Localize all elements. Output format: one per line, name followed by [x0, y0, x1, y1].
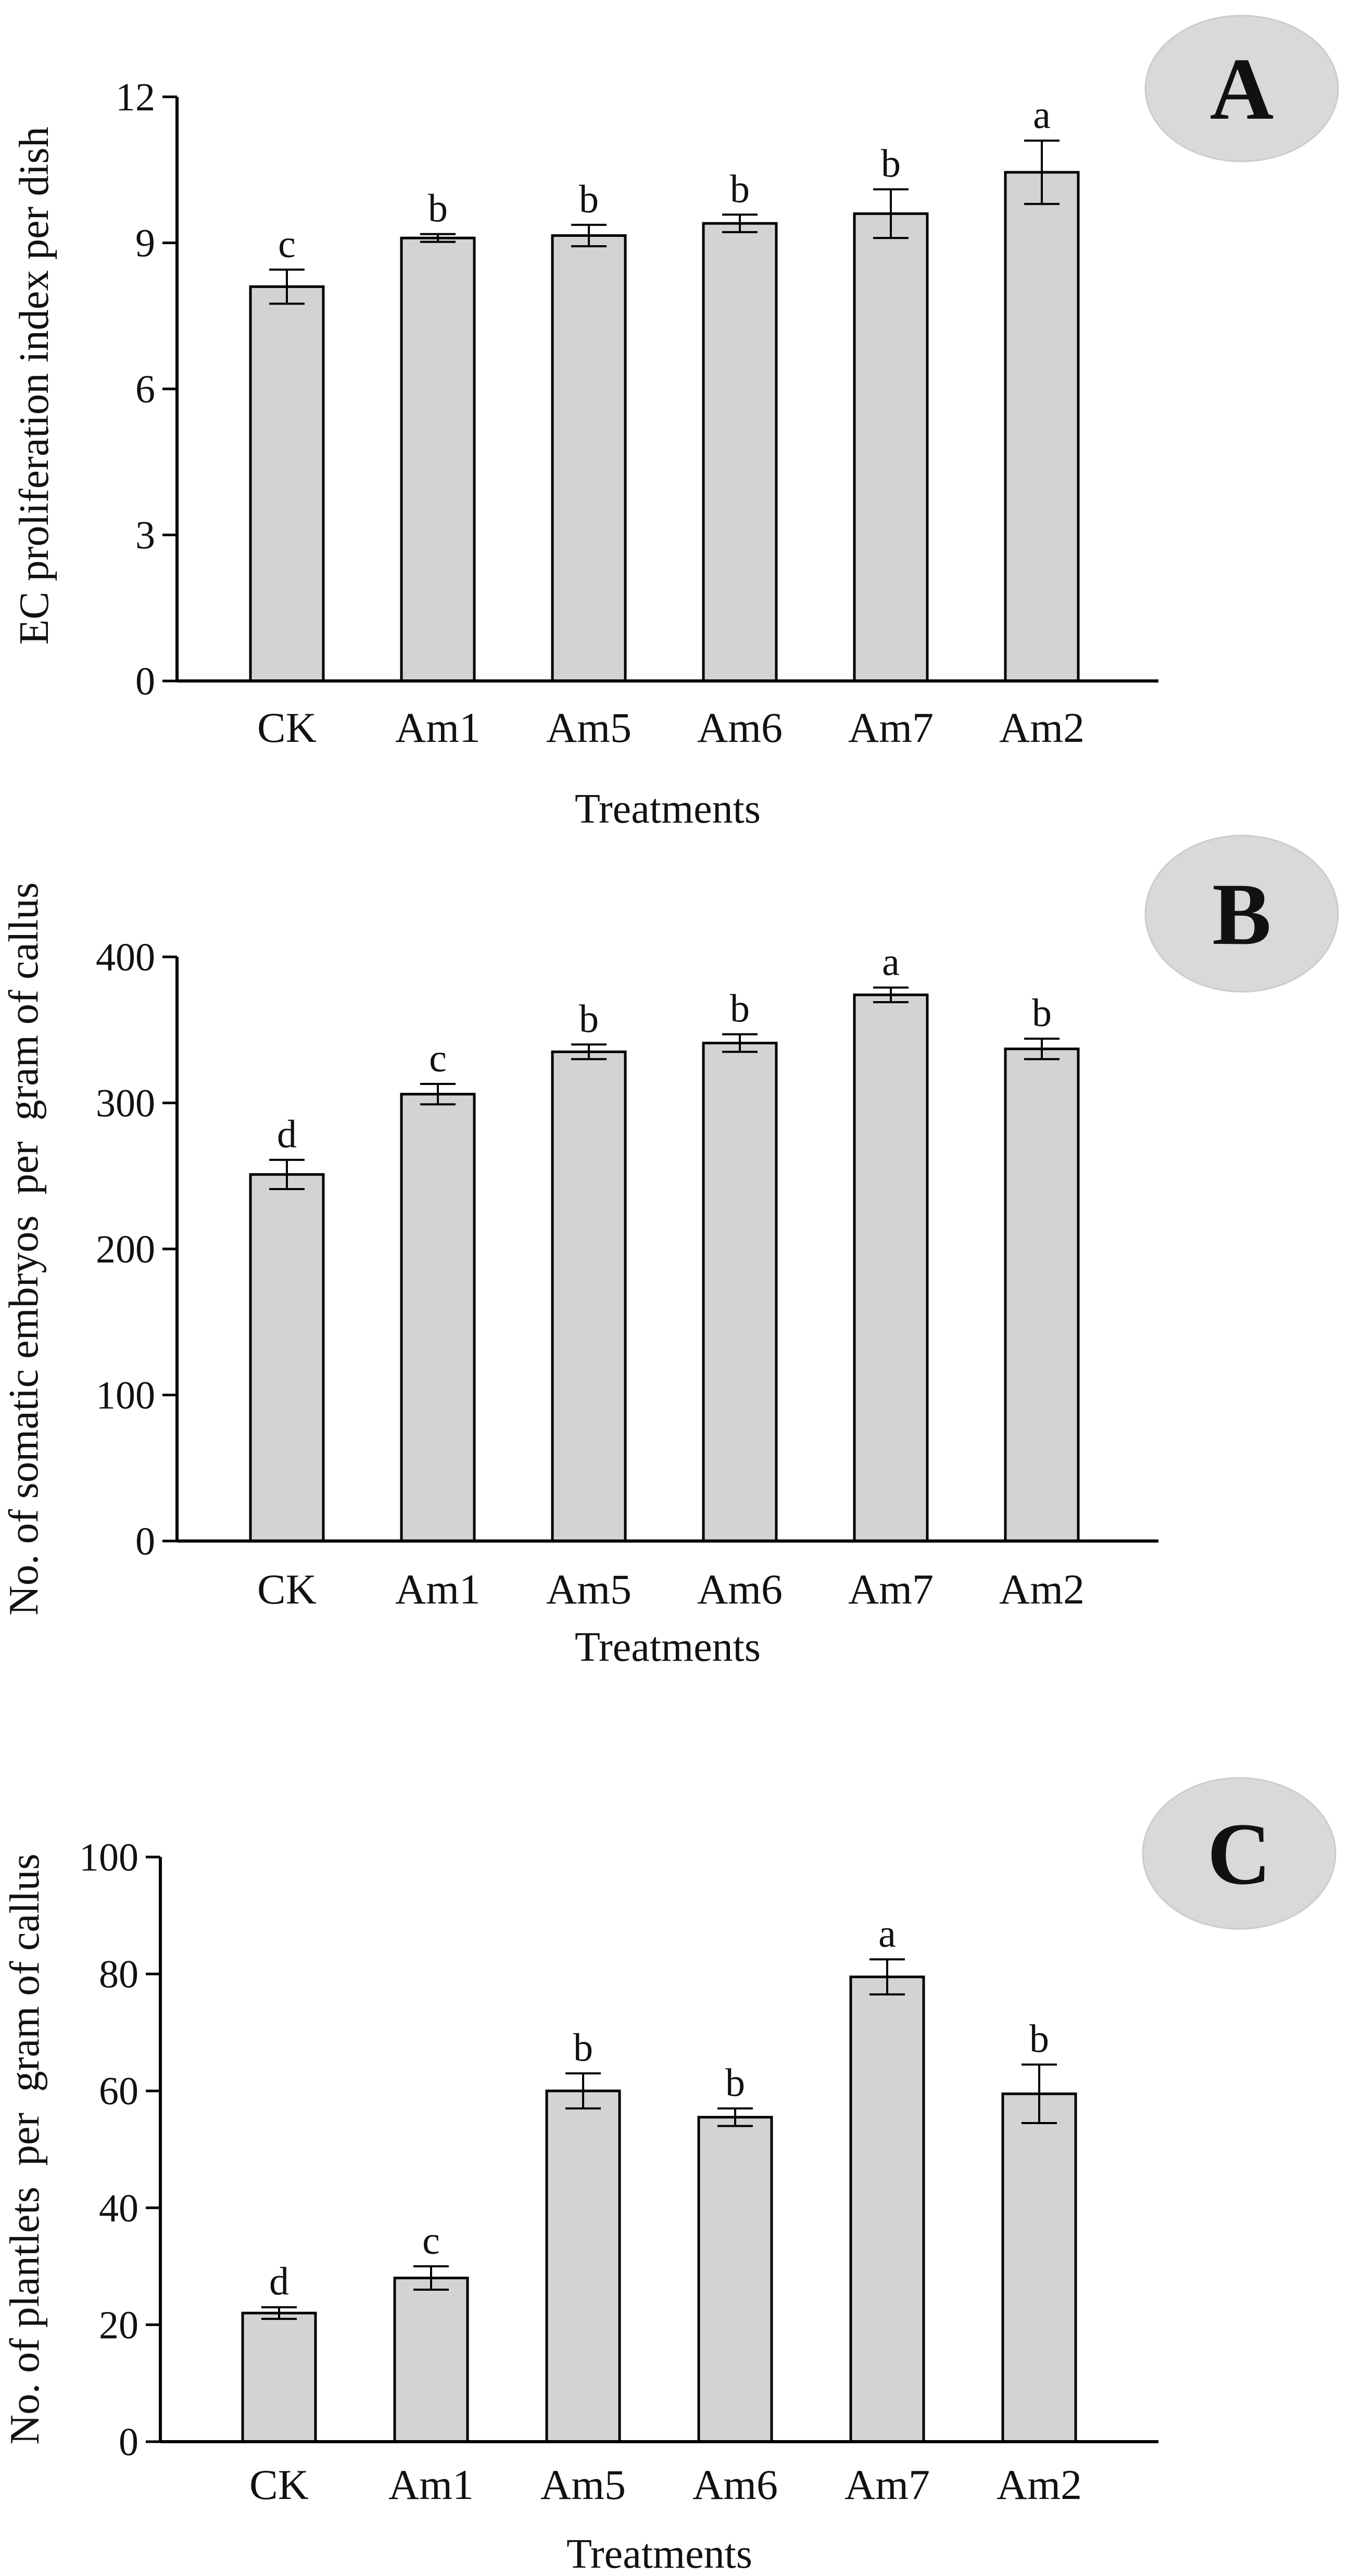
y-tick-label: 60 — [99, 2069, 138, 2113]
x-tick-label: CK — [257, 704, 317, 751]
y-axis-label: EC proliferation index per dish — [11, 127, 57, 645]
x-tick-label: Am6 — [697, 1565, 783, 1613]
bar — [702, 1041, 778, 1543]
x-tick-label: Am6 — [697, 704, 783, 751]
significance-letter: a — [1033, 93, 1051, 137]
bar — [702, 222, 778, 683]
significance-letter: b — [730, 167, 750, 211]
y-tick-label: 100 — [79, 1836, 138, 1879]
y-tick-label: 40 — [99, 2187, 138, 2230]
y-tick-label: 12 — [116, 75, 155, 119]
x-tick-label: Am5 — [546, 1565, 632, 1613]
significance-letter: c — [422, 2219, 440, 2263]
x-tick-label: CK — [249, 2461, 309, 2508]
y-tick-label: 0 — [135, 660, 155, 703]
bar — [853, 993, 929, 1543]
x-tick-label: Am1 — [388, 2461, 474, 2508]
x-tick-label: Am7 — [848, 1565, 934, 1613]
significance-letter: c — [278, 222, 296, 266]
panel-b: Bd CK c Am1 b Am5 b Am6 a Am7 b Am2 0 100 200 300 400 Tre… — [1, 835, 1339, 1670]
y-tick-label: 6 — [135, 368, 155, 411]
bar — [697, 2116, 773, 2443]
y-axis-label: No. of somatic embryos per gram of callu… — [1, 882, 47, 1616]
significance-letter: a — [882, 940, 900, 984]
x-tick-label: Am6 — [692, 2461, 778, 2508]
significance-letter: b — [1029, 2017, 1049, 2061]
bar — [400, 1093, 476, 1543]
x-tick-label: Am7 — [844, 2461, 930, 2508]
bar — [241, 2312, 317, 2443]
bar — [551, 234, 627, 683]
bar — [849, 1975, 925, 2443]
y-tick-label: 100 — [96, 1374, 155, 1418]
significance-letter: b — [579, 178, 599, 221]
significance-letter: b — [579, 997, 599, 1041]
significance-letter: b — [881, 142, 901, 186]
y-tick-label: 0 — [135, 1520, 155, 1563]
significance-letter: b — [730, 987, 750, 1031]
bar — [1004, 1047, 1080, 1543]
significance-letter: b — [428, 187, 448, 231]
x-tick-label: Am1 — [395, 1565, 481, 1613]
panel-badge — [1144, 15, 1339, 162]
y-tick-label: 400 — [96, 936, 155, 979]
x-tick-label: Am7 — [848, 704, 934, 751]
y-tick-label: 300 — [96, 1082, 155, 1126]
x-tick-label: CK — [257, 1565, 317, 1613]
panel-label: A — [1210, 40, 1274, 138]
y-axis-label: No. of plantlets per gram of callus — [2, 1853, 48, 2444]
bar — [1004, 171, 1080, 683]
y-tick-label: 3 — [135, 514, 155, 558]
panel-a: Ac CK b Am1 b Am5 b Am6 b Am7 a Am2 0 3 6 9 12 Treatments… — [11, 15, 1339, 832]
x-tick-label: Am1 — [395, 704, 481, 751]
panel-c: Cd CK c Am1 b Am5 b Am6 a Am7 b Am2 0 20 40 60 80 100 Trea… — [2, 1777, 1337, 2576]
x-axis-label: Treatments — [575, 786, 761, 832]
significance-letter: b — [1032, 991, 1052, 1035]
significance-letter: b — [725, 2061, 745, 2105]
bar — [853, 212, 929, 683]
significance-letter: d — [277, 1113, 297, 1156]
panel-badge — [1144, 835, 1339, 993]
x-axis-label: Treatments — [575, 1624, 761, 1670]
significance-letter: d — [269, 2260, 289, 2304]
panel-badge — [1142, 1777, 1337, 1930]
panel-label: B — [1212, 865, 1271, 963]
x-tick-label: Am2 — [997, 2461, 1082, 2508]
bar — [545, 2089, 621, 2443]
bar — [400, 236, 476, 683]
x-tick-label: Am5 — [546, 704, 632, 751]
y-tick-label: 200 — [96, 1228, 155, 1271]
y-tick-label: 0 — [119, 2420, 138, 2464]
bar — [551, 1050, 627, 1543]
y-tick-label: 9 — [135, 222, 155, 266]
panel-label: C — [1207, 1805, 1271, 1903]
significance-letter: a — [878, 1912, 896, 1956]
bar — [249, 285, 325, 683]
y-tick-label: 80 — [99, 1953, 138, 1997]
y-tick-label: 20 — [99, 2303, 138, 2347]
x-axis-label: Treatments — [566, 2531, 752, 2576]
x-tick-label: Am2 — [999, 704, 1085, 751]
bar — [249, 1173, 325, 1543]
significance-letter: c — [429, 1037, 447, 1080]
bar — [1001, 2092, 1077, 2443]
x-tick-label: Am5 — [540, 2461, 626, 2508]
x-tick-label: Am2 — [999, 1565, 1085, 1613]
bar — [393, 2277, 469, 2443]
significance-letter: b — [573, 2026, 593, 2070]
